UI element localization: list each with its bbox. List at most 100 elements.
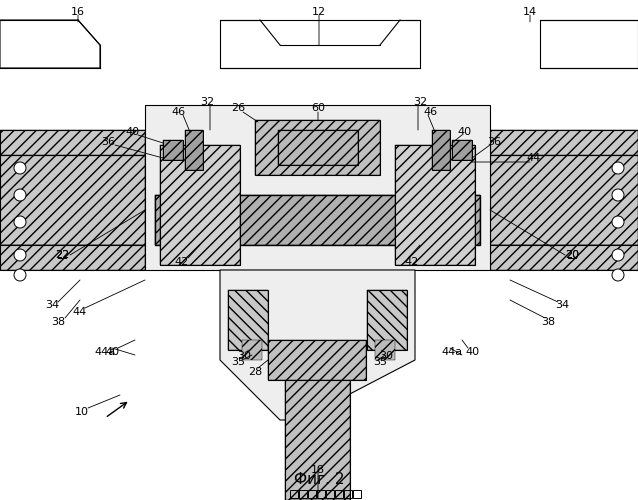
- Bar: [490, 155, 638, 245]
- Bar: [242, 340, 262, 360]
- Bar: [228, 290, 268, 350]
- Text: 34: 34: [45, 300, 59, 310]
- Circle shape: [14, 216, 26, 228]
- Bar: [395, 145, 475, 265]
- Bar: [490, 130, 638, 155]
- Circle shape: [612, 249, 624, 261]
- Text: 35: 35: [231, 357, 245, 367]
- Text: 44: 44: [73, 307, 87, 317]
- Text: 44a: 44a: [94, 347, 115, 357]
- Bar: [185, 130, 203, 170]
- Circle shape: [612, 189, 624, 201]
- Bar: [255, 120, 380, 175]
- Bar: [0, 130, 145, 155]
- Text: 14: 14: [523, 7, 537, 17]
- Text: 20: 20: [565, 250, 579, 260]
- Bar: [375, 340, 395, 360]
- Text: 10: 10: [75, 407, 89, 417]
- Text: 34: 34: [555, 300, 569, 310]
- Bar: [395, 145, 475, 265]
- Bar: [367, 290, 407, 350]
- Text: 42: 42: [405, 257, 419, 267]
- Text: 12: 12: [312, 7, 326, 17]
- Bar: [0, 155, 145, 245]
- Text: 40: 40: [465, 347, 479, 357]
- Circle shape: [612, 216, 624, 228]
- Bar: [278, 130, 358, 165]
- Polygon shape: [0, 20, 100, 68]
- Text: 35: 35: [373, 357, 387, 367]
- Bar: [353, 490, 361, 498]
- Circle shape: [14, 189, 26, 201]
- Bar: [0, 245, 145, 270]
- Text: 22: 22: [55, 250, 69, 260]
- Text: 32: 32: [200, 97, 214, 107]
- Text: 38: 38: [541, 317, 555, 327]
- Bar: [326, 490, 334, 498]
- Text: 32: 32: [413, 97, 427, 107]
- Bar: [268, 340, 366, 380]
- Text: 36: 36: [101, 137, 115, 147]
- Bar: [452, 140, 472, 160]
- Text: Фиг. 2: Фиг. 2: [293, 472, 345, 488]
- Text: 46: 46: [171, 107, 185, 117]
- Bar: [228, 290, 268, 350]
- Polygon shape: [220, 270, 415, 420]
- Bar: [299, 490, 307, 498]
- Circle shape: [14, 249, 26, 261]
- Text: 40: 40: [458, 127, 472, 137]
- Circle shape: [612, 162, 624, 174]
- Bar: [490, 130, 638, 155]
- Bar: [452, 140, 472, 160]
- Bar: [285, 360, 350, 500]
- Bar: [344, 490, 352, 498]
- Circle shape: [612, 269, 624, 281]
- Bar: [255, 120, 380, 175]
- Bar: [163, 140, 183, 160]
- Polygon shape: [145, 105, 490, 270]
- Bar: [278, 130, 358, 165]
- Text: 42: 42: [175, 257, 189, 267]
- Bar: [160, 145, 240, 265]
- Text: 46: 46: [423, 107, 437, 117]
- Text: 20: 20: [565, 250, 579, 260]
- Text: 38: 38: [51, 317, 65, 327]
- Bar: [432, 130, 450, 170]
- Circle shape: [14, 269, 26, 281]
- Bar: [490, 245, 638, 270]
- Bar: [163, 140, 183, 160]
- Bar: [367, 290, 407, 350]
- Bar: [268, 340, 366, 380]
- Bar: [490, 245, 638, 270]
- Text: 40: 40: [105, 347, 119, 357]
- Text: 44: 44: [527, 153, 541, 163]
- Bar: [160, 145, 240, 265]
- Bar: [285, 360, 350, 500]
- Polygon shape: [540, 20, 638, 68]
- Text: 44a: 44a: [441, 347, 463, 357]
- Bar: [185, 130, 203, 170]
- Circle shape: [14, 162, 26, 174]
- Text: 40: 40: [125, 127, 139, 137]
- Text: 60: 60: [311, 103, 325, 113]
- Bar: [0, 130, 145, 155]
- Text: 18: 18: [311, 465, 325, 475]
- Text: 26: 26: [231, 103, 245, 113]
- Bar: [0, 155, 145, 245]
- Bar: [0, 245, 145, 270]
- Bar: [432, 130, 450, 170]
- Text: 16: 16: [71, 7, 85, 17]
- Text: 22: 22: [55, 250, 69, 260]
- Text: 36: 36: [487, 137, 501, 147]
- Text: 30: 30: [379, 351, 393, 361]
- Text: 28: 28: [248, 367, 262, 377]
- Bar: [308, 490, 316, 498]
- Bar: [335, 490, 343, 498]
- Bar: [490, 155, 638, 245]
- Bar: [317, 490, 325, 498]
- Text: 30: 30: [237, 351, 251, 361]
- Polygon shape: [220, 20, 420, 68]
- Bar: [290, 490, 298, 498]
- Bar: [155, 195, 480, 245]
- Bar: [155, 195, 480, 245]
